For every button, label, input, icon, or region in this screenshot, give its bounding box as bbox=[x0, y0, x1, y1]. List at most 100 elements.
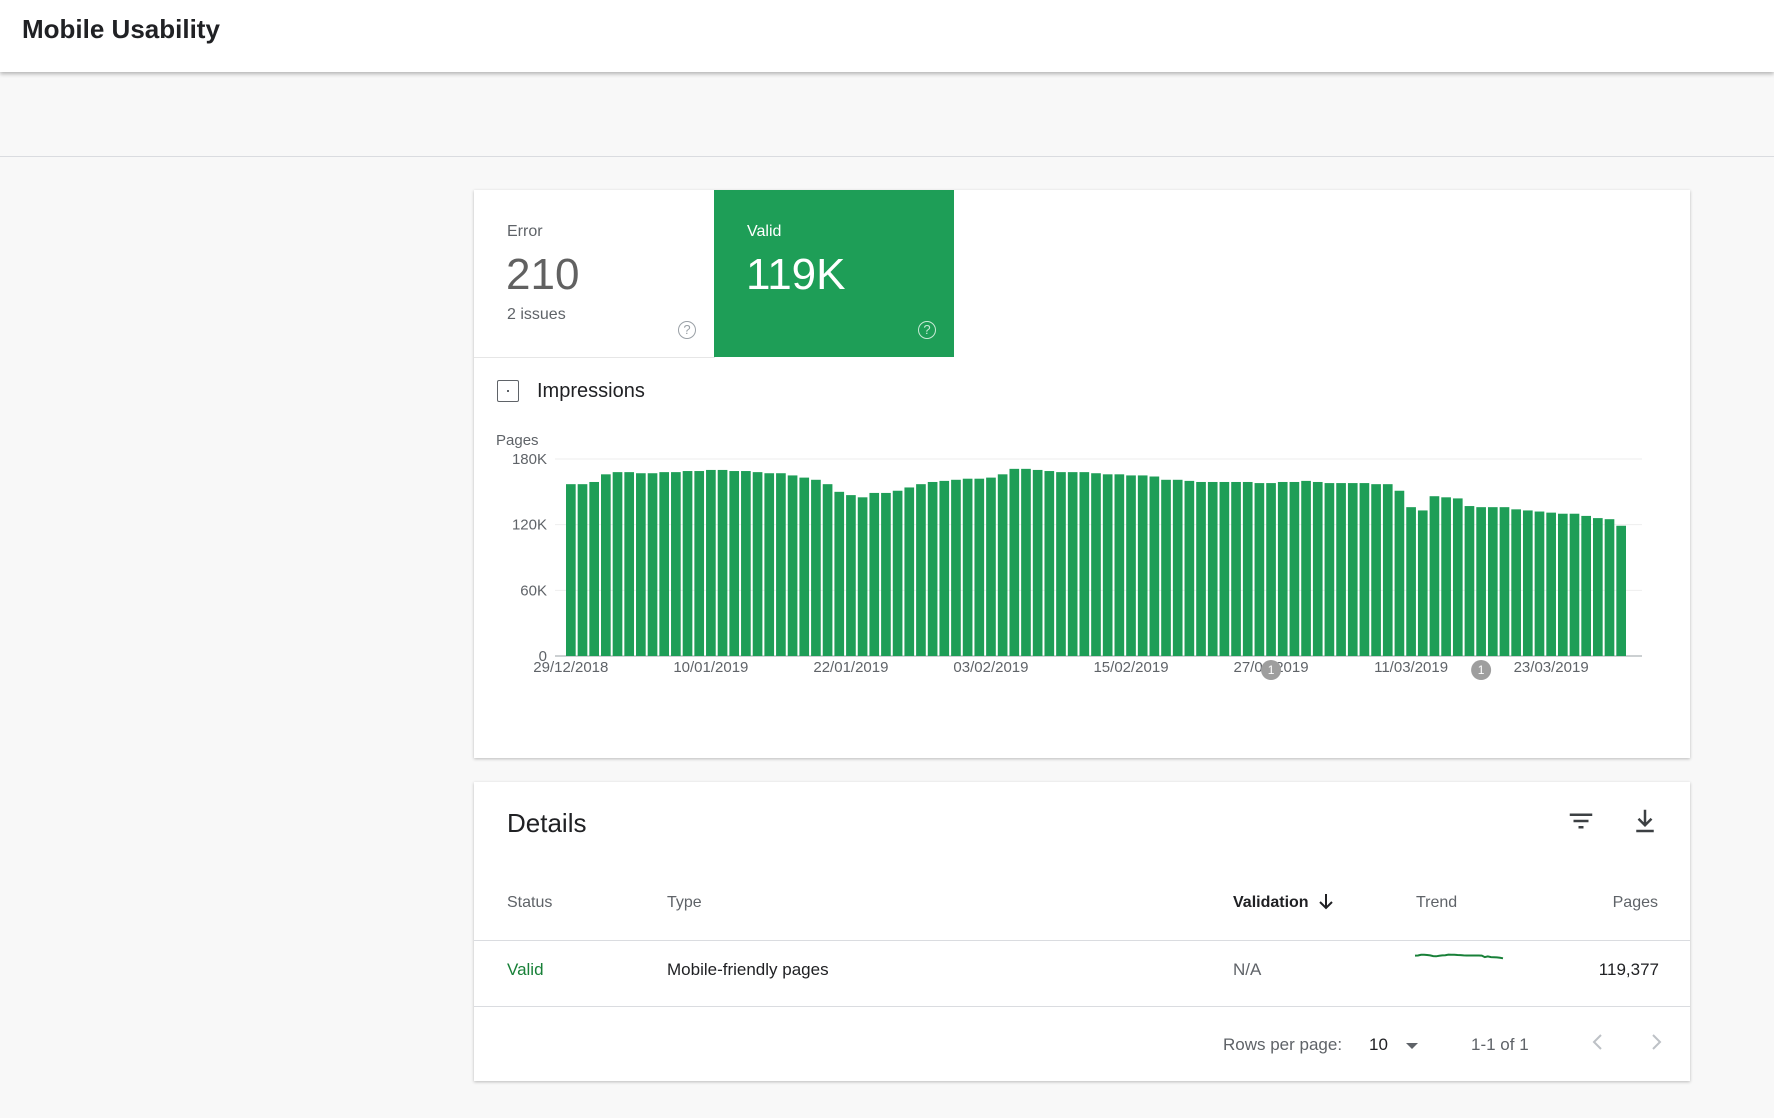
chart-bar bbox=[1009, 468, 1020, 656]
chart-bar bbox=[939, 480, 950, 656]
chart-bar bbox=[1394, 490, 1405, 656]
annotation-label: 1 bbox=[1478, 663, 1485, 677]
chart-bar bbox=[764, 473, 775, 656]
chart-bar bbox=[1207, 481, 1218, 656]
annotation-marker bbox=[1261, 660, 1282, 680]
chart-bar bbox=[1032, 469, 1043, 656]
header-divider bbox=[474, 940, 1690, 941]
chart-bar bbox=[647, 473, 658, 656]
chart-bar bbox=[1522, 510, 1533, 656]
previous-page-icon[interactable] bbox=[1586, 1030, 1610, 1054]
chart-bar bbox=[1347, 483, 1358, 656]
chart-bar bbox=[1231, 481, 1241, 656]
chart-bar bbox=[601, 474, 611, 656]
impressions-checkbox[interactable] bbox=[497, 380, 519, 402]
row-pages: 119,377 bbox=[1598, 960, 1659, 979]
chart-bar bbox=[1336, 483, 1346, 656]
column-header-validation[interactable]: Validation bbox=[1233, 894, 1353, 912]
trend-line bbox=[1414, 953, 1504, 960]
y-tick-label: 180K bbox=[512, 451, 547, 468]
rows-per-page-label: Rows per page: bbox=[1223, 1035, 1343, 1054]
page-title: Mobile Usability bbox=[22, 14, 220, 44]
column-header-pages[interactable]: Pages bbox=[1612, 894, 1658, 911]
chart-bar bbox=[1114, 474, 1125, 656]
row-type[interactable]: Mobile-friendly pages bbox=[667, 960, 829, 979]
filter-icon[interactable] bbox=[1566, 806, 1596, 836]
chart-bar bbox=[659, 472, 670, 656]
chart-bar bbox=[1242, 481, 1253, 656]
x-tick-label: 15/02/2019 bbox=[1093, 659, 1168, 676]
details-card: Details Status Type Validation Trend Pag… bbox=[474, 782, 1690, 1081]
toolbar-area bbox=[0, 72, 1774, 157]
chart-bar bbox=[1406, 507, 1416, 656]
error-count: 210 bbox=[506, 250, 580, 299]
app-header: Mobile Usability bbox=[0, 0, 1774, 72]
x-tick-label: 29/12/2018 bbox=[533, 659, 608, 676]
chart-bar bbox=[1196, 481, 1206, 656]
annotation-label: 1 bbox=[1268, 663, 1275, 677]
row-status[interactable]: Valid bbox=[507, 960, 544, 979]
chart-bar bbox=[1546, 512, 1556, 656]
chart-bar bbox=[1581, 515, 1591, 656]
error-issues-count: 2 issues bbox=[507, 306, 566, 323]
chart-bar bbox=[1359, 483, 1370, 656]
chart-bar bbox=[869, 492, 880, 656]
chart-bar bbox=[741, 471, 751, 656]
chart-bar bbox=[1301, 480, 1311, 656]
row-validation: N/A bbox=[1233, 960, 1262, 979]
row-divider bbox=[474, 1006, 1690, 1007]
chart-bar bbox=[986, 477, 996, 656]
column-header-status[interactable]: Status bbox=[507, 894, 553, 911]
summary-card: Error 210 2 issues ? Valid 119K ? Impres… bbox=[474, 190, 1690, 758]
x-tick-label: 03/02/2019 bbox=[953, 659, 1028, 676]
chart-bar bbox=[589, 481, 600, 656]
chart-bar bbox=[904, 487, 915, 656]
column-header-type[interactable]: Type bbox=[667, 894, 702, 911]
chart-bar bbox=[624, 472, 635, 656]
chart-bar bbox=[951, 479, 961, 656]
help-icon[interactable]: ? bbox=[918, 321, 936, 339]
chart-bar bbox=[1184, 480, 1195, 656]
chart-bar bbox=[1266, 483, 1276, 656]
chart-bar bbox=[729, 471, 740, 656]
chart-bar bbox=[822, 484, 833, 656]
chart-bar bbox=[682, 471, 693, 656]
chart-bar bbox=[1441, 497, 1451, 656]
chart-bar bbox=[857, 497, 868, 656]
chart-bar bbox=[1452, 498, 1463, 656]
chart-bar bbox=[1091, 473, 1101, 656]
chart-bar bbox=[636, 473, 646, 656]
valid-tile[interactable]: Valid 119K ? bbox=[714, 190, 954, 357]
download-icon[interactable] bbox=[1630, 806, 1660, 836]
row-trend-sparkline bbox=[1414, 953, 1504, 960]
pagination-range: 1-1 of 1 bbox=[1471, 1035, 1529, 1054]
details-title: Details bbox=[507, 808, 587, 838]
column-header-validation-label: Validation bbox=[1233, 894, 1309, 911]
chart-bar bbox=[974, 478, 985, 656]
chart-bar bbox=[1511, 509, 1521, 656]
chart-bar bbox=[962, 478, 973, 656]
chart-bar bbox=[1056, 472, 1066, 656]
chart-bar bbox=[1499, 507, 1510, 656]
chart-bar bbox=[846, 495, 856, 656]
chart-bar bbox=[752, 472, 763, 656]
chart-bar bbox=[671, 472, 681, 656]
chart-bar bbox=[811, 479, 821, 656]
chart-bar bbox=[1476, 507, 1486, 656]
help-icon[interactable]: ? bbox=[678, 321, 696, 339]
y-tick-label: 120K bbox=[512, 517, 547, 534]
rows-per-page-select[interactable]: 10 bbox=[1369, 1035, 1388, 1054]
chart-bar bbox=[694, 471, 705, 656]
dropdown-arrow-icon[interactable] bbox=[1404, 1040, 1420, 1052]
chart-bar bbox=[577, 484, 588, 656]
chart-bar bbox=[997, 474, 1008, 656]
error-tile[interactable]: Error 210 2 issues ? bbox=[474, 190, 715, 358]
pages-bar-chart: Pages 0 60K 120K 180K 29/12/2018 10/01/2019 22/… bbox=[496, 432, 1642, 680]
chart-bar bbox=[1487, 507, 1498, 656]
x-tick-label: 22/01/2019 bbox=[813, 659, 888, 676]
x-tick-label: 23/03/2019 bbox=[1514, 659, 1589, 676]
next-page-icon[interactable] bbox=[1644, 1030, 1668, 1054]
chart-bar bbox=[1102, 474, 1113, 656]
chart-bar bbox=[1429, 496, 1440, 656]
chart-bar bbox=[1044, 471, 1055, 656]
